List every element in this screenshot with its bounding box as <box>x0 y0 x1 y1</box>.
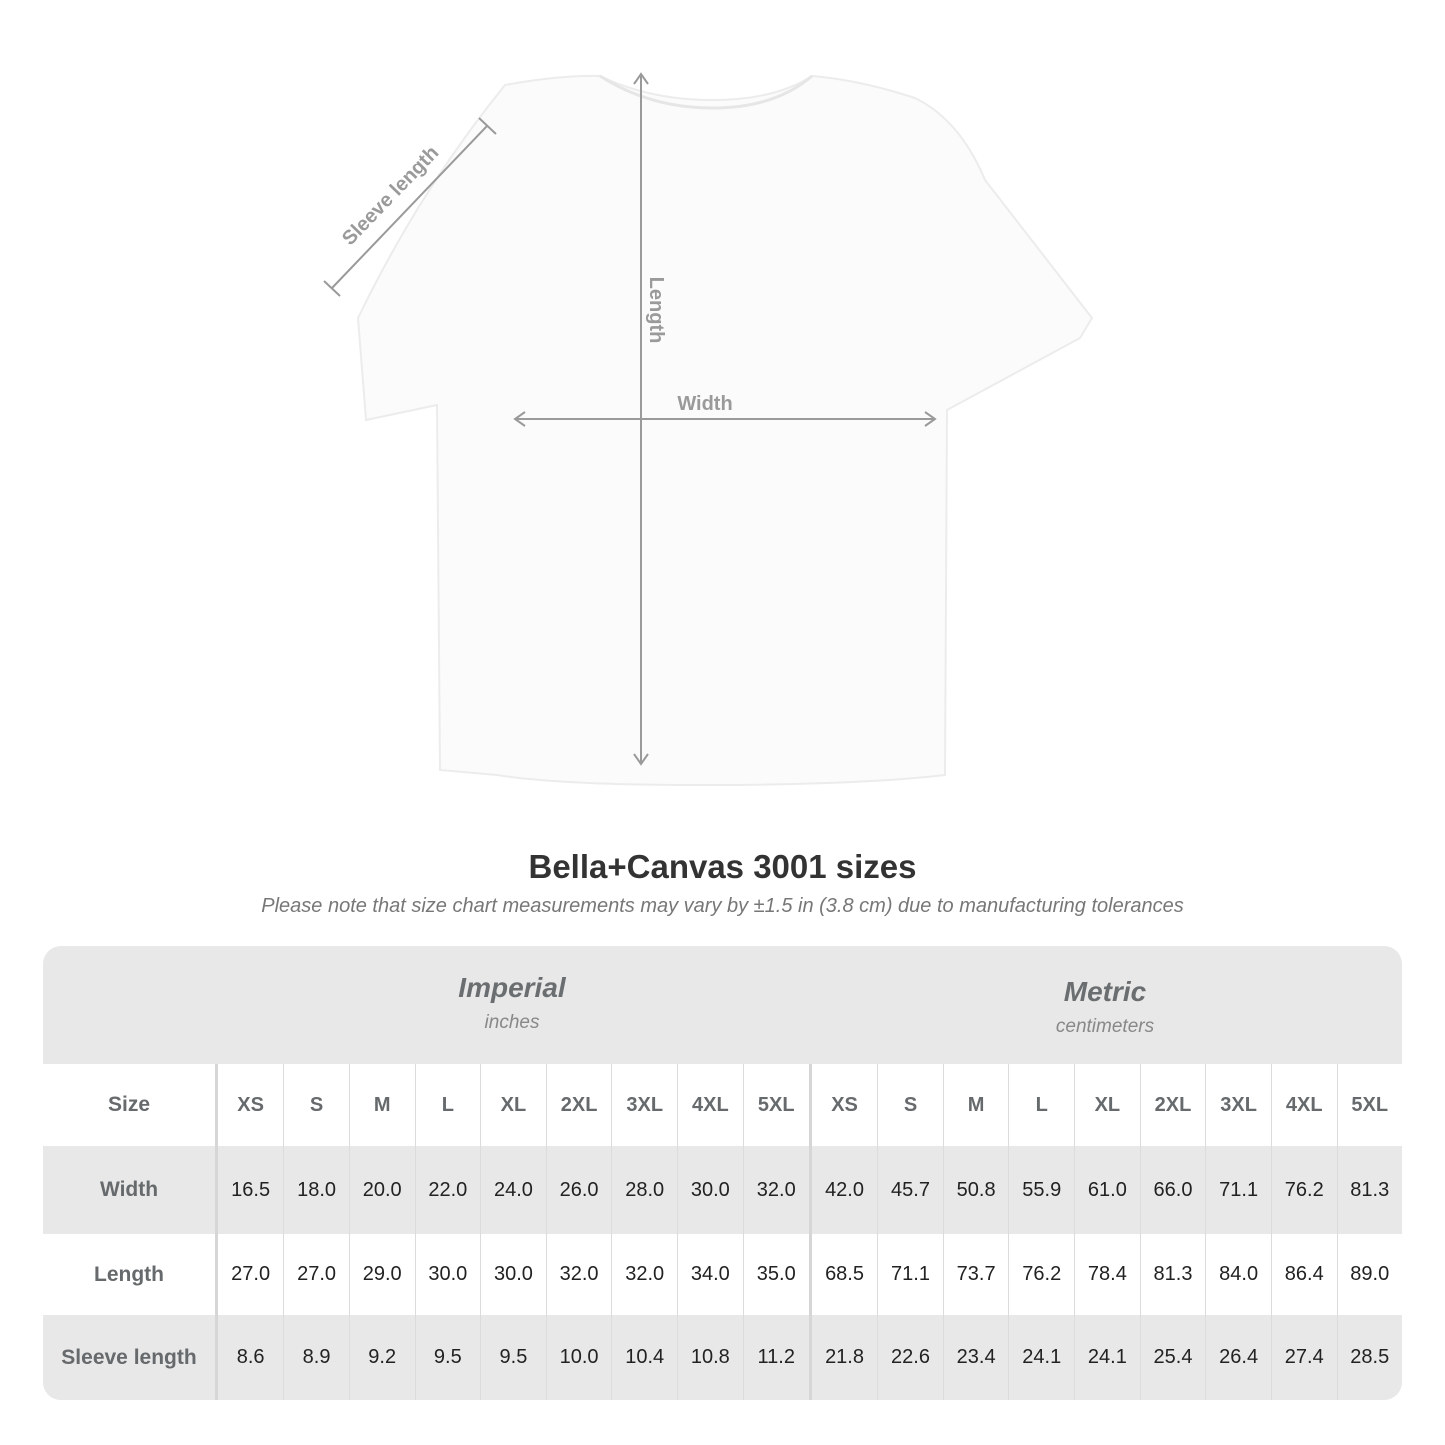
metric-cell: 76.2 <box>1270 1146 1338 1234</box>
sleeve-line <box>331 125 488 289</box>
metric-cell: 21.8 <box>808 1315 878 1400</box>
size-table-panel: Imperial inches Metric centimeters Size X… <box>43 946 1402 1400</box>
imperial-cell: 10.4 <box>611 1315 678 1400</box>
imperial-cell: 20.0 <box>348 1146 416 1234</box>
imperial-title: Imperial <box>458 972 566 1003</box>
imperial-cell: 9.2 <box>348 1315 416 1400</box>
imperial-cell: 9.5 <box>414 1315 481 1400</box>
imperial-cell: 24.0 <box>480 1146 547 1234</box>
metric-cell: 28.5 <box>1336 1315 1402 1400</box>
label-length: Length <box>645 277 667 344</box>
imperial-size-XL: XL <box>480 1064 547 1146</box>
imperial-cell: 35.0 <box>742 1234 811 1315</box>
imperial-cell: 27.0 <box>215 1234 284 1315</box>
chart-subtitle: Please note that size chart measurements… <box>261 895 1184 917</box>
table-row: Width 16.5 18.0 20.0 22.0 24.0 26.0 28.0 30.0 32.… <box>43 1146 1402 1234</box>
metric-cell: 42.0 <box>808 1146 878 1234</box>
metric-cell: 81.3 <box>1336 1146 1402 1234</box>
tshirt-shape <box>356 74 1094 787</box>
metric-size-2XL: 2XL <box>1139 1064 1206 1146</box>
width-arrowheads <box>513 411 937 427</box>
size-label: Size <box>43 1064 218 1146</box>
tshirt-diagram: Length Width Sleeve length <box>323 72 1094 787</box>
imperial-cell: 30.0 <box>480 1234 547 1315</box>
metric-title: Metric <box>1063 976 1147 1007</box>
metric-cell: 78.4 <box>1074 1234 1141 1315</box>
imperial-cell: 32.0 <box>611 1234 678 1315</box>
imperial-size-4XL: 4XL <box>677 1064 744 1146</box>
metric-cell: 71.1 <box>877 1234 944 1315</box>
imperial-size-L: L <box>414 1064 481 1146</box>
metric-cell: 89.0 <box>1336 1234 1402 1315</box>
metric-cell: 27.4 <box>1270 1315 1338 1400</box>
metric-cell: 22.6 <box>877 1315 944 1400</box>
imperial-size-M: M <box>348 1064 416 1146</box>
chart-title: Bella+Canvas 3001 sizes <box>528 848 917 885</box>
metric-size-5XL: 5XL <box>1336 1064 1402 1146</box>
imperial-size-3XL: 3XL <box>611 1064 678 1146</box>
size-table: Size XS S M L XL 2XL 3XL 4XL 5XL XS S M L XL 2XL 3XL 4XL 5… <box>43 1064 1402 1400</box>
metric-cell: 61.0 <box>1074 1146 1141 1234</box>
metric-cell: 55.9 <box>1008 1146 1075 1234</box>
row-label: Width <box>43 1146 218 1234</box>
imperial-cell: 32.0 <box>742 1146 811 1234</box>
imperial-header: Imperial inches <box>216 946 808 1064</box>
imperial-cell: 27.0 <box>283 1234 350 1315</box>
imperial-cell: 30.0 <box>677 1146 744 1234</box>
imperial-cell: 9.5 <box>480 1315 547 1400</box>
metric-cell: 25.4 <box>1139 1315 1206 1400</box>
label-width: Width <box>677 393 732 415</box>
imperial-cell: 11.2 <box>742 1315 811 1400</box>
metric-cell: 68.5 <box>808 1234 878 1315</box>
metric-cell: 81.3 <box>1139 1234 1206 1315</box>
imperial-size-S: S <box>283 1064 350 1146</box>
metric-unit: centimeters <box>1055 1016 1155 1037</box>
imperial-unit: inches <box>484 1012 540 1033</box>
imperial-cell: 30.0 <box>414 1234 481 1315</box>
metric-cell: 86.4 <box>1270 1234 1338 1315</box>
imperial-cell: 32.0 <box>545 1234 612 1315</box>
sleeve-arrow-ends <box>323 117 497 297</box>
imperial-cell: 26.0 <box>545 1146 612 1234</box>
metric-size-S: S <box>877 1064 944 1146</box>
metric-cell: 23.4 <box>942 1315 1009 1400</box>
metric-size-3XL: 3XL <box>1205 1064 1272 1146</box>
metric-cell: 24.1 <box>1008 1315 1075 1400</box>
row-label: Sleeve length <box>43 1315 218 1400</box>
size-header-row: Size XS S M L XL 2XL 3XL 4XL 5XL XS S M L XL 2XL 3XL 4XL 5… <box>43 1064 1402 1146</box>
imperial-cell: 18.0 <box>283 1146 350 1234</box>
imperial-size-5XL: 5XL <box>742 1064 811 1146</box>
metric-size-XS: XS <box>808 1064 878 1146</box>
metric-cell: 50.8 <box>942 1146 1009 1234</box>
metric-cell: 24.1 <box>1074 1315 1141 1400</box>
metric-size-M: M <box>942 1064 1009 1146</box>
imperial-cell: 29.0 <box>348 1234 416 1315</box>
metric-cell: 76.2 <box>1008 1234 1075 1315</box>
length-arrowheads <box>633 72 649 766</box>
metric-cell: 66.0 <box>1139 1146 1206 1234</box>
metric-header: Metric centimeters <box>808 950 1402 1068</box>
table-row: Length 27.0 27.0 29.0 30.0 30.0 32.0 32.0 34.0 35… <box>43 1234 1402 1315</box>
imperial-cell: 10.8 <box>677 1315 744 1400</box>
imperial-cell: 22.0 <box>414 1146 481 1234</box>
imperial-cell: 8.6 <box>215 1315 284 1400</box>
row-label: Length <box>43 1234 218 1315</box>
imperial-size-XS: XS <box>215 1064 284 1146</box>
imperial-cell: 10.0 <box>545 1315 612 1400</box>
metric-cell: 26.4 <box>1205 1315 1272 1400</box>
metric-cell: 84.0 <box>1205 1234 1272 1315</box>
imperial-cell: 34.0 <box>677 1234 744 1315</box>
metric-size-L: L <box>1008 1064 1075 1146</box>
metric-size-XL: XL <box>1074 1064 1141 1146</box>
metric-size-4XL: 4XL <box>1270 1064 1338 1146</box>
imperial-cell: 8.9 <box>283 1315 350 1400</box>
imperial-size-2XL: 2XL <box>545 1064 612 1146</box>
imperial-cell: 28.0 <box>611 1146 678 1234</box>
metric-cell: 71.1 <box>1205 1146 1272 1234</box>
imperial-cell: 16.5 <box>215 1146 284 1234</box>
collar <box>599 74 813 110</box>
metric-cell: 45.7 <box>877 1146 944 1234</box>
table-row: Sleeve length 8.6 8.9 9.2 9.5 9.5 10.0 10.4 10.8… <box>43 1315 1402 1400</box>
metric-cell: 73.7 <box>942 1234 1009 1315</box>
